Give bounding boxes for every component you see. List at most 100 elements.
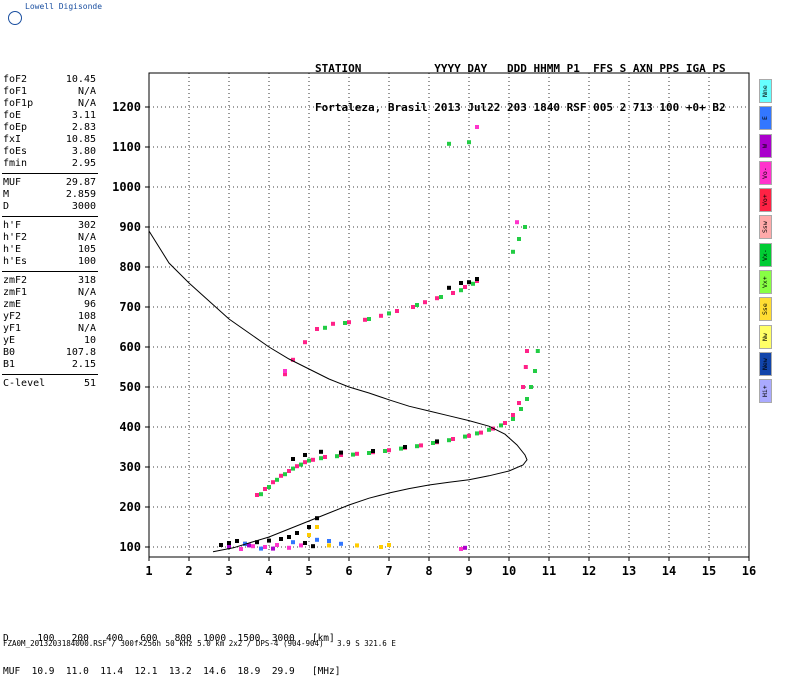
echo-point bbox=[259, 492, 263, 497]
echo-point bbox=[447, 438, 451, 443]
echo-point bbox=[327, 543, 331, 548]
echo-point bbox=[239, 547, 243, 551]
echo-point bbox=[517, 401, 521, 405]
y-tick-label: 1100 bbox=[112, 140, 141, 154]
echo-point bbox=[363, 317, 367, 322]
echo-point bbox=[435, 439, 439, 444]
param-row: M 2.859 bbox=[0, 189, 100, 201]
param-row: B0 107.8 bbox=[0, 347, 100, 359]
param-value: 10.85 bbox=[65, 134, 96, 145]
y-axis-ticks: 100 200 300 400 500 600 700 800 900 1000 1100 1200 bbox=[112, 100, 149, 554]
echo-point bbox=[323, 455, 327, 459]
echo-point bbox=[351, 452, 355, 457]
echo-point bbox=[267, 538, 271, 543]
echo-point bbox=[263, 487, 267, 491]
echo-point bbox=[355, 543, 359, 548]
echo-point bbox=[503, 421, 507, 425]
x-tick-label: 7 bbox=[385, 564, 392, 578]
param-value: 107.8 bbox=[65, 347, 96, 358]
echo-point bbox=[533, 369, 537, 373]
echo-point bbox=[311, 457, 315, 462]
param-row: foF1 N/A bbox=[0, 86, 100, 98]
echo-point bbox=[339, 453, 343, 457]
x-tick-label: 1 bbox=[145, 564, 152, 578]
echo-point bbox=[303, 460, 307, 465]
param-value: 10.45 bbox=[65, 74, 96, 85]
param-name: yF2 bbox=[3, 311, 22, 322]
echo-point bbox=[327, 539, 331, 543]
echo-point bbox=[287, 535, 291, 539]
echo-point bbox=[343, 321, 347, 325]
x-tick-label: 4 bbox=[265, 564, 272, 578]
echo-point bbox=[451, 291, 455, 295]
param-name: zmF1 bbox=[3, 287, 28, 298]
param-name: yF1 bbox=[3, 323, 22, 334]
param-row: foEs 3.80 bbox=[0, 146, 100, 158]
echo-point bbox=[463, 285, 467, 289]
echo-point bbox=[307, 533, 311, 537]
echo-point bbox=[339, 450, 343, 455]
echo-point bbox=[415, 303, 419, 307]
param-value: N/A bbox=[77, 232, 96, 243]
echo-point bbox=[371, 449, 375, 453]
echo-point bbox=[447, 141, 451, 146]
param-row: yF2 108 bbox=[0, 311, 100, 323]
param-name: h'F bbox=[3, 220, 22, 231]
echo-point bbox=[315, 537, 319, 542]
x-tick-label: 14 bbox=[662, 564, 676, 578]
density-profile-curve bbox=[148, 230, 528, 553]
param-value: 3.11 bbox=[71, 110, 96, 121]
y-tick-label: 800 bbox=[119, 260, 141, 274]
param-value: N/A bbox=[77, 323, 96, 334]
param-name: M bbox=[3, 189, 10, 200]
file-info-footer: FZA0M_2013203184000.RSF / 300f×256h 50 k… bbox=[3, 639, 396, 648]
x-tick-label: 5 bbox=[305, 564, 312, 578]
legend-item: Hi+ bbox=[759, 379, 772, 404]
param-value: 302 bbox=[77, 220, 96, 231]
echo-point bbox=[275, 543, 279, 547]
echo-point bbox=[529, 385, 533, 389]
echo-point bbox=[299, 462, 303, 467]
echo-point bbox=[299, 543, 303, 548]
echo-point bbox=[271, 546, 275, 551]
echo-point bbox=[259, 546, 263, 551]
param-name: h'E bbox=[3, 244, 22, 255]
echo-point bbox=[251, 544, 255, 549]
echo-point bbox=[287, 545, 291, 550]
echo-traces bbox=[219, 125, 540, 551]
x-tick-label: 3 bbox=[225, 564, 232, 578]
param-row: zmF2 318 bbox=[0, 275, 100, 287]
param-value: 2.859 bbox=[65, 189, 96, 200]
y-tick-label: 100 bbox=[119, 540, 141, 554]
echo-point bbox=[235, 539, 239, 543]
param-row: foF1p N/A bbox=[0, 98, 100, 110]
echo-point bbox=[263, 545, 267, 549]
echo-point bbox=[387, 543, 391, 547]
echo-point bbox=[379, 313, 383, 318]
param-value: 2.83 bbox=[71, 122, 96, 133]
echo-point bbox=[475, 125, 479, 129]
param-name: B0 bbox=[3, 347, 16, 358]
x-tick-label: 11 bbox=[542, 564, 556, 578]
echo-point bbox=[447, 285, 451, 290]
x-tick-label: 8 bbox=[425, 564, 432, 578]
param-row: MUF 29.87 bbox=[0, 177, 100, 189]
param-value: 2.15 bbox=[71, 359, 96, 370]
param-value: 3000 bbox=[71, 201, 96, 212]
echo-point bbox=[319, 456, 323, 461]
param-name: foF2 bbox=[3, 74, 28, 85]
polarization-legend: Nne E W Vo- Vo+ Ssw Vx- Vx+ Sse Nw New Hi+ bbox=[759, 79, 772, 407]
legend-item: Vo- bbox=[759, 160, 772, 185]
echo-point bbox=[303, 541, 307, 545]
param-value: N/A bbox=[77, 98, 96, 109]
chart-grid bbox=[149, 73, 749, 557]
echo-point bbox=[459, 288, 463, 293]
echo-point bbox=[303, 453, 307, 457]
echo-point bbox=[367, 317, 371, 321]
brand-name: Lowell Digisonde bbox=[25, 2, 103, 11]
x-tick-label: 9 bbox=[465, 564, 472, 578]
param-row: h'F 302 bbox=[0, 220, 100, 232]
echo-point bbox=[287, 469, 291, 473]
y-tick-label: 1000 bbox=[112, 180, 141, 194]
param-name: B1 bbox=[3, 359, 16, 370]
